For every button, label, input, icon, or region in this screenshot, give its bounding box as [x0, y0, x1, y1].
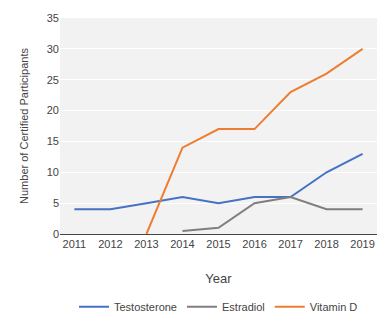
- svg-text:2012: 2012: [98, 238, 122, 250]
- svg-text:2015: 2015: [206, 238, 230, 250]
- svg-text:2016: 2016: [242, 238, 266, 250]
- svg-text:35: 35: [47, 12, 59, 24]
- svg-text:10: 10: [47, 166, 59, 178]
- svg-text:0: 0: [53, 228, 59, 240]
- svg-text:Estradiol: Estradiol: [222, 301, 265, 313]
- svg-text:Testosterone: Testosterone: [114, 301, 177, 313]
- svg-text:Number of Certified Participan: Number of Certified Participants: [18, 48, 30, 204]
- svg-text:25: 25: [47, 74, 59, 86]
- svg-text:2017: 2017: [278, 238, 302, 250]
- svg-text:Year: Year: [205, 271, 232, 286]
- svg-text:2011: 2011: [63, 238, 87, 250]
- svg-text:2018: 2018: [314, 238, 338, 250]
- svg-text:2019: 2019: [350, 238, 374, 250]
- svg-text:15: 15: [47, 135, 59, 147]
- svg-text:5: 5: [53, 197, 59, 209]
- svg-text:30: 30: [47, 43, 59, 55]
- svg-text:20: 20: [47, 104, 59, 116]
- svg-text:Vitamin D: Vitamin D: [310, 301, 358, 313]
- svg-text:2014: 2014: [170, 238, 194, 250]
- svg-text:2013: 2013: [134, 238, 158, 250]
